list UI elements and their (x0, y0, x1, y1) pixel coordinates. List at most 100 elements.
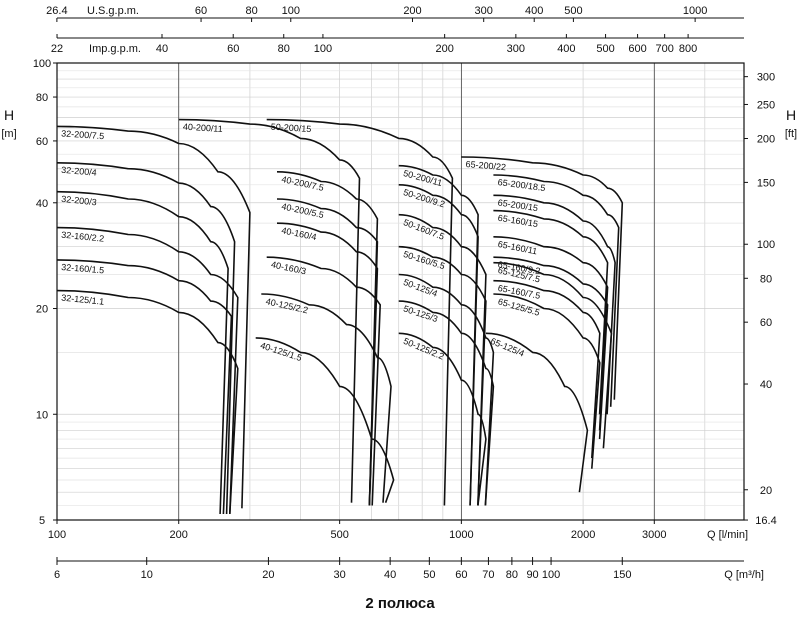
curve-65-125-7-5 (493, 261, 613, 449)
y-tick-label: 60 (36, 136, 48, 148)
chart-title: 2 полюса (365, 595, 435, 612)
curve-50-200-11 (398, 164, 479, 506)
curve-32-200-4 (56, 162, 236, 515)
y-tick-label: 100 (33, 58, 51, 70)
curve-65-200-15 (493, 194, 616, 415)
curve-label-32-160-2-2: 32-160/2.2 (61, 230, 105, 244)
x-tick-label: 1000 (449, 529, 473, 541)
x-usgpm-tick-label: 100 (282, 5, 300, 17)
curve-40-200-5-5 (276, 198, 379, 506)
x-m3h-tick-label: 80 (506, 569, 518, 581)
curve-label-50-125-2-2: 50-125/2.2 (402, 336, 446, 362)
curve-65-125-5-5 (493, 293, 601, 469)
curve-50-200-9-2 (398, 184, 479, 506)
x-usgpm-tick-label: 200 (403, 5, 421, 17)
curve-label-50-200-15: 50-200/15 (271, 122, 312, 134)
curve-label-65-160-11: 65-160/11 (497, 239, 538, 256)
curve-32-125-1-1 (56, 289, 239, 515)
x-tick-label: 100 (48, 529, 66, 541)
curve-65-160-11 (493, 236, 609, 431)
curve-50-125-3 (398, 300, 495, 506)
curve-label-40-200-5-5: 40-200/5.5 (281, 201, 325, 220)
curve-label-32-200-4: 32-200/4 (61, 165, 97, 178)
x-impgpm-tick-label: 300 (507, 43, 525, 55)
x-usgpm-tick-label: 500 (564, 5, 582, 17)
curve-label-32-200-7-5: 32-200/7.5 (61, 128, 105, 141)
x-impgpm-tick-label: 400 (557, 43, 575, 55)
curve-label-40-160-4: 40-160/4 (281, 225, 318, 242)
x-m3h-tick-label: 10 (141, 569, 153, 581)
curves-group (56, 118, 624, 515)
curve-label-32-200-3: 32-200/3 (61, 194, 97, 208)
x-m3h-unit: Q [m³/h] (724, 569, 764, 581)
curve-label-65-200-22: 65-200/22 (465, 159, 506, 172)
curve-32-200-3 (56, 190, 229, 515)
curve-65-160-15 (493, 209, 609, 415)
curve-label-40-200-7-5: 40-200/7.5 (281, 174, 325, 193)
curve-32-160-2-2 (56, 226, 239, 515)
y-ft-tick-label: 150 (757, 177, 775, 189)
x-tick-label: 200 (170, 529, 188, 541)
curve-65-200-22 (461, 156, 624, 400)
x-usgpm-tick-label: 300 (475, 5, 493, 17)
grid-lines (56, 62, 745, 521)
curve-50-125-2-2 (398, 332, 487, 506)
y-ft-tick-label: 60 (760, 317, 772, 329)
x-usgpm-tick-label: 80 (245, 5, 257, 17)
x-impgpm-tick-label: 60 (227, 43, 239, 55)
y-tick-label: 80 (36, 92, 48, 104)
x-m3h-tick-label: 50 (423, 569, 435, 581)
y-tick-label: 10 (36, 409, 48, 421)
curve-label-32-160-1-5: 32-160/1.5 (61, 262, 105, 275)
x-usgpm-tick-label: 1000 (683, 5, 707, 17)
x-usgpm-tick-label: 26.4 (46, 5, 67, 17)
x-tick-label: 3000 (642, 529, 666, 541)
x-impgpm-tick-label: 22 (51, 43, 63, 55)
x-impgpm-tick-label: 80 (278, 43, 290, 55)
y-ft-tick-label: 200 (757, 134, 775, 146)
x-usgpm-tick-label: 400 (525, 5, 543, 17)
y-tick-label: 20 (36, 304, 48, 316)
x-impgpm-tick-label: 600 (628, 43, 646, 55)
x-impgpm-tick-label: 40 (156, 43, 168, 55)
x-impgpm-tick-label: 200 (435, 43, 453, 55)
curve-32-160-1-5 (56, 259, 233, 515)
curve-40-200-11 (178, 118, 361, 503)
plot-frame (56, 62, 745, 521)
curve-label-40-200-11: 40-200/11 (183, 122, 223, 134)
x-m3h-tick-label: 40 (384, 569, 396, 581)
curve-50-160-7-5 (398, 213, 487, 506)
x-m3h-tick-label: 150 (613, 569, 631, 581)
x-m3h-tick-label: 60 (455, 569, 467, 581)
x-m3h-tick-label: 100 (542, 569, 560, 581)
x-m3h-tick-label: 90 (526, 569, 538, 581)
y-axis-unit-m: [m] (1, 128, 16, 140)
curve-65-160-9-2 (493, 256, 609, 440)
x-usgpm-tick-label: 60 (195, 5, 207, 17)
curve-label-32-125-1-1: 32-125/1.1 (61, 293, 105, 307)
y-axis-letter-m: H (4, 107, 14, 123)
y-ft-tick-label: 250 (757, 99, 775, 111)
curve-65-200-18-5 (493, 174, 620, 407)
y-ft-tick-label: 100 (757, 239, 775, 251)
x-impgpm-tick-label: 500 (596, 43, 614, 55)
x-tick-label: 2000 (571, 529, 595, 541)
curve-65-125-4 (485, 332, 589, 493)
y-tick-label: 40 (36, 198, 48, 210)
curve-50-200-15 (266, 118, 454, 506)
x-tick-label: 500 (330, 529, 348, 541)
curve-40-125-2-2 (261, 293, 392, 503)
curve-label-65-125-4: 65-125/4 (489, 336, 526, 359)
x-impgpm-unit: Imp.g.p.m. (89, 43, 141, 55)
curve-40-125-1-5 (255, 337, 395, 503)
curve-65-160-7-5 (493, 279, 601, 459)
x-m3h-tick-label: 70 (482, 569, 494, 581)
x-m3h-tick-label: 20 (262, 569, 274, 581)
x-impgpm-tick-label: 100 (314, 43, 332, 55)
x-impgpm-tick-label: 700 (655, 43, 673, 55)
y-ft-tick-label: 300 (757, 72, 775, 84)
y-ft-tick-label: 80 (760, 273, 772, 285)
x-m3h-tick-label: 30 (334, 569, 346, 581)
